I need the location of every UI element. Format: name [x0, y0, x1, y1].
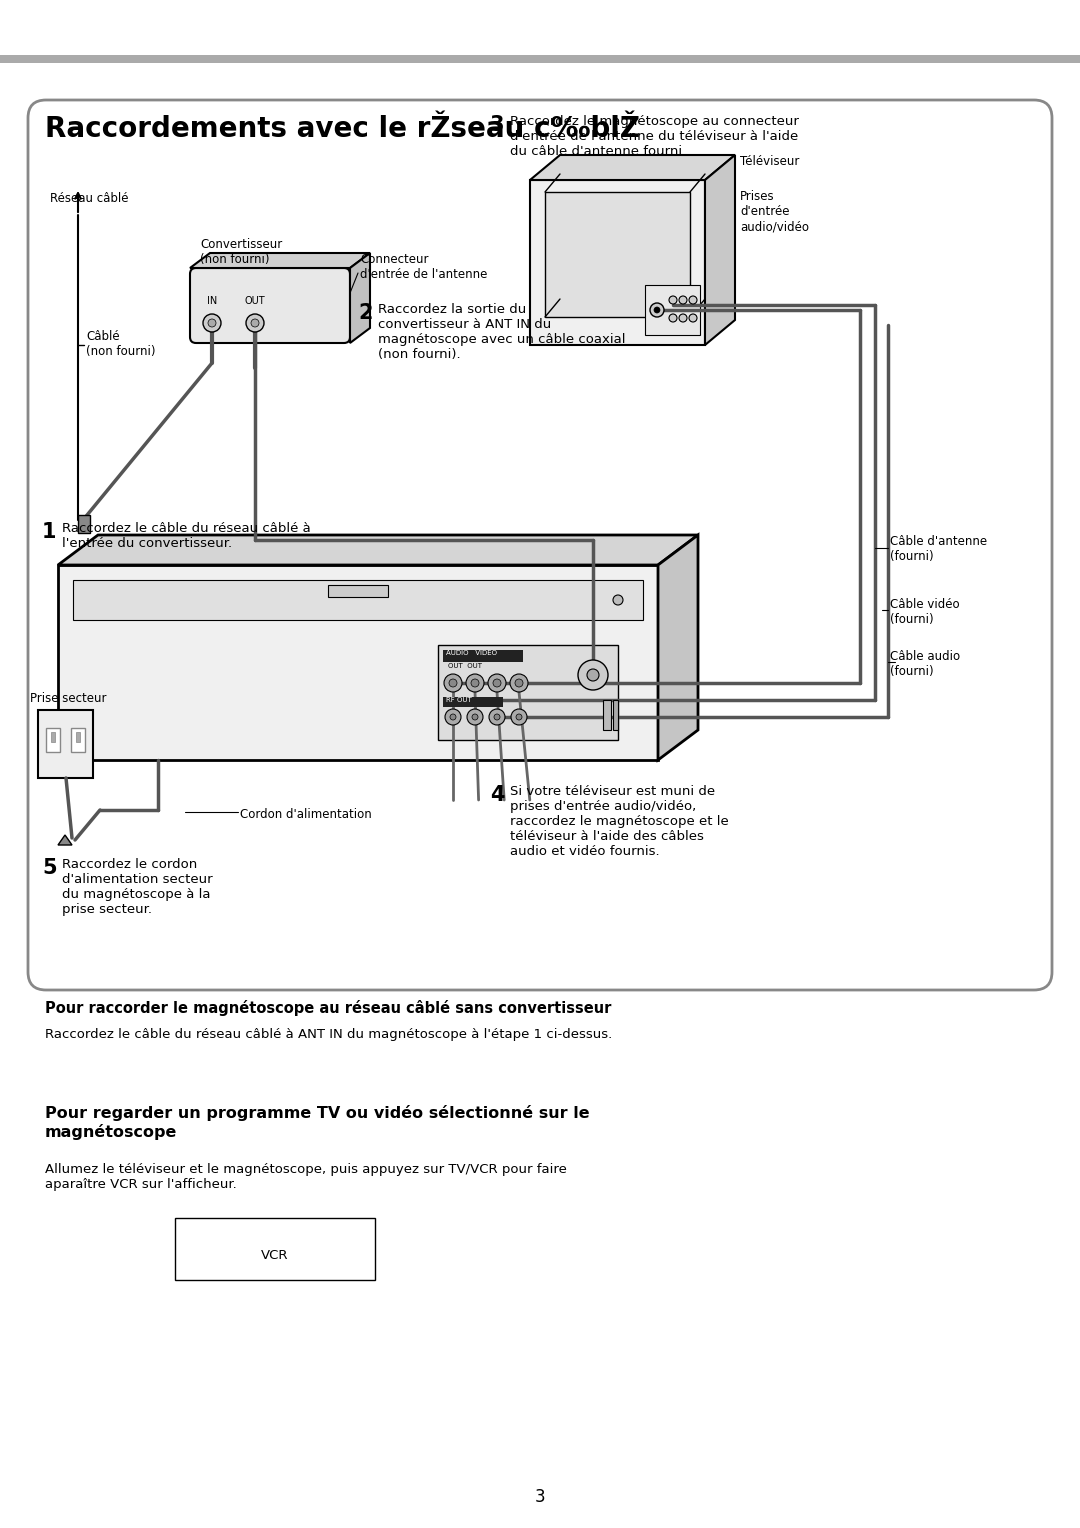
- Text: Cordon d'alimentation: Cordon d'alimentation: [240, 808, 372, 821]
- Text: 2: 2: [357, 303, 373, 322]
- Text: RF OUT: RF OUT: [446, 697, 472, 703]
- Circle shape: [246, 313, 264, 332]
- Text: Raccordez le magnétoscope au connecteur
d'entrée de l'antenne du téléviseur à l': Raccordez le magnétoscope au connecteur …: [510, 115, 799, 157]
- Circle shape: [488, 674, 507, 692]
- Circle shape: [669, 313, 677, 322]
- Text: Si votre téléviseur est muni de
prises d'entrée audio/vidéo,
raccordez le magnét: Si votre téléviseur est muni de prises d…: [510, 785, 729, 859]
- Polygon shape: [58, 834, 72, 845]
- Text: OUT: OUT: [245, 296, 266, 306]
- Text: Raccordez la sortie du
convertisseur à ANT IN du
magnétoscope avec un câble coax: Raccordez la sortie du convertisseur à A…: [378, 303, 625, 361]
- Circle shape: [444, 674, 462, 692]
- Circle shape: [511, 709, 527, 724]
- Text: IN: IN: [207, 296, 217, 306]
- Text: Convertisseur
(non fourni): Convertisseur (non fourni): [200, 238, 282, 266]
- Circle shape: [515, 678, 523, 688]
- Text: Téléviseur: Téléviseur: [740, 154, 799, 168]
- Text: Raccordez le câble du réseau câblé à
l'entrée du convertisseur.: Raccordez le câble du réseau câblé à l'e…: [62, 523, 311, 550]
- Bar: [613, 700, 618, 730]
- Bar: [51, 732, 55, 743]
- Circle shape: [492, 678, 501, 688]
- Text: 3: 3: [490, 115, 504, 134]
- Bar: [603, 700, 611, 730]
- Polygon shape: [705, 154, 735, 345]
- Text: Raccordez le câble du réseau câblé à ANT IN du magnétoscope à l'étape 1 ci-dessu: Raccordez le câble du réseau câblé à ANT…: [45, 1028, 612, 1041]
- Bar: [76, 732, 80, 743]
- Bar: [175, 1218, 375, 1280]
- Circle shape: [516, 714, 522, 720]
- Polygon shape: [530, 154, 735, 180]
- Polygon shape: [190, 254, 370, 267]
- Circle shape: [669, 296, 677, 304]
- Circle shape: [679, 296, 687, 304]
- Circle shape: [467, 709, 483, 724]
- Text: Allumez le téléviseur et le magnétoscope, puis appuyez sur TV/VCR pour faire
apa: Allumez le téléviseur et le magnétoscope…: [45, 1163, 567, 1190]
- Bar: [0, 55, 1080, 63]
- Text: Câblé
(non fourni): Câblé (non fourni): [86, 330, 156, 358]
- Text: Pour regarder un programme TV ou vidéo sélectionné sur le
magnétoscope: Pour regarder un programme TV ou vidéo s…: [45, 1105, 590, 1140]
- Text: OUT  OUT: OUT OUT: [448, 663, 482, 669]
- Bar: [46, 727, 60, 752]
- Text: 1: 1: [42, 523, 56, 542]
- Circle shape: [471, 678, 480, 688]
- Bar: [38, 711, 93, 778]
- Text: VCR: VCR: [261, 1248, 288, 1262]
- Text: 4: 4: [490, 785, 504, 805]
- FancyBboxPatch shape: [190, 267, 350, 342]
- FancyBboxPatch shape: [28, 99, 1052, 990]
- Circle shape: [494, 714, 500, 720]
- Text: Prises
d'entrée
audio/vidéo: Prises d'entrée audio/vidéo: [740, 189, 809, 232]
- Polygon shape: [58, 535, 698, 565]
- Bar: [71, 727, 85, 752]
- Text: Câble d'antenne
(fourni): Câble d'antenne (fourni): [890, 535, 987, 562]
- Bar: [443, 697, 503, 707]
- Circle shape: [472, 714, 478, 720]
- Circle shape: [613, 594, 623, 605]
- Circle shape: [650, 303, 664, 316]
- Bar: [530, 180, 705, 345]
- Circle shape: [689, 296, 697, 304]
- Circle shape: [251, 319, 259, 327]
- Circle shape: [465, 674, 484, 692]
- Bar: [443, 649, 523, 662]
- Text: Pour raccorder le magnétoscope au réseau câblé sans convertisseur: Pour raccorder le magnétoscope au réseau…: [45, 999, 611, 1016]
- Text: 5: 5: [42, 859, 56, 879]
- Circle shape: [203, 313, 221, 332]
- Circle shape: [450, 714, 456, 720]
- Bar: [645, 286, 700, 335]
- Circle shape: [578, 660, 608, 691]
- Circle shape: [689, 313, 697, 322]
- Circle shape: [208, 319, 216, 327]
- Text: Raccordez le cordon
d'alimentation secteur
du magnétoscope à la
prise secteur.: Raccordez le cordon d'alimentation secte…: [62, 859, 213, 915]
- Bar: [73, 581, 643, 620]
- Text: Câble vidéo
(fourni): Câble vidéo (fourni): [890, 597, 960, 626]
- Circle shape: [449, 678, 457, 688]
- Circle shape: [510, 674, 528, 692]
- Text: Raccordements avec le rŽseau c‰blŽ: Raccordements avec le rŽseau c‰blŽ: [45, 115, 640, 144]
- Text: Connecteur
d'entrée de l'antenne: Connecteur d'entrée de l'antenne: [360, 254, 487, 281]
- Text: AUDIO   VIDEO: AUDIO VIDEO: [446, 649, 497, 656]
- Text: Câble audio
(fourni): Câble audio (fourni): [890, 649, 960, 678]
- Polygon shape: [350, 254, 370, 342]
- Text: 3: 3: [535, 1488, 545, 1507]
- Bar: [58, 565, 658, 759]
- Bar: [438, 645, 618, 740]
- Polygon shape: [658, 535, 698, 759]
- Circle shape: [489, 709, 505, 724]
- Circle shape: [588, 669, 599, 681]
- Circle shape: [679, 313, 687, 322]
- Text: Réseau câblé: Réseau câblé: [50, 193, 129, 205]
- Bar: [78, 515, 90, 533]
- Circle shape: [445, 709, 461, 724]
- Circle shape: [654, 307, 660, 313]
- Text: Prise secteur: Prise secteur: [30, 692, 107, 704]
- Bar: [328, 585, 388, 597]
- Bar: [545, 193, 690, 316]
